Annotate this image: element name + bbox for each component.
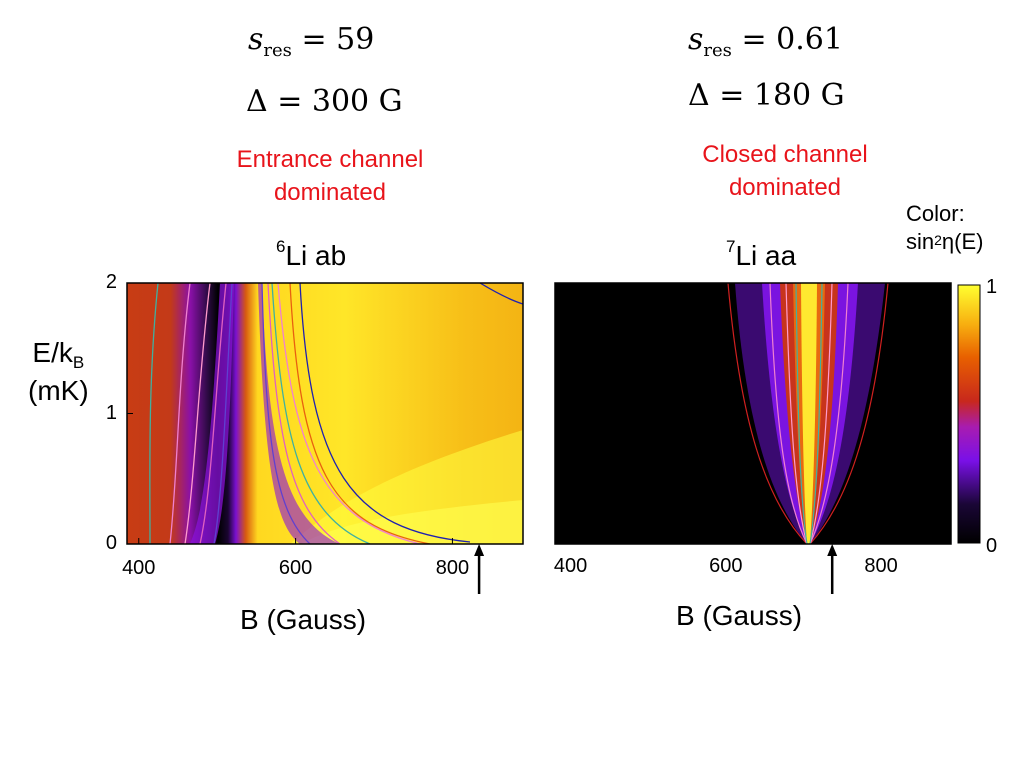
right-x-axis-label: B (Gauss) [676,600,803,631]
right-chart-title: 7Li aa [726,237,797,271]
y-tick-label: 2 [105,271,117,293]
left-regime-label: Entrance channel dominated [236,146,424,206]
right-delta-label: Δ = 180 G [688,78,845,113]
left-x-axis-label: B (Gauss) [240,604,367,635]
x-tick-label: 400 [553,555,588,577]
y-tick-label: 0 [105,532,117,554]
right-sres-label: sres = 0.61 [688,22,843,61]
right-heatmap [555,283,951,544]
x-tick-label: 800 [864,555,898,577]
x-tick-label: 600 [709,555,743,577]
y-axis-label: E/kB (mK) [28,337,89,406]
resonance-arrow-head [474,544,485,556]
x-tick-label: 600 [278,557,313,579]
colorbar [957,284,981,544]
left-sres-label: sres = 59 [248,22,375,61]
right-plot-frame [554,282,952,545]
resonance-arrow-head [827,544,838,556]
left-chart-title: 6Li ab [276,237,347,271]
left-heatmap [127,283,523,544]
colorbar-caption: Color: sin2η(E) [906,201,984,254]
x-tick-label: 400 [122,557,156,579]
colorbar-max-label: 1 [986,276,998,298]
colorbar-min-label: 0 [986,535,998,557]
y-tick-label: 1 [105,401,117,424]
right-regime-label: Closed channel dominated [702,141,868,201]
x-tick-label: 800 [435,557,470,579]
left-delta-label: Δ = 300 G [246,84,403,119]
